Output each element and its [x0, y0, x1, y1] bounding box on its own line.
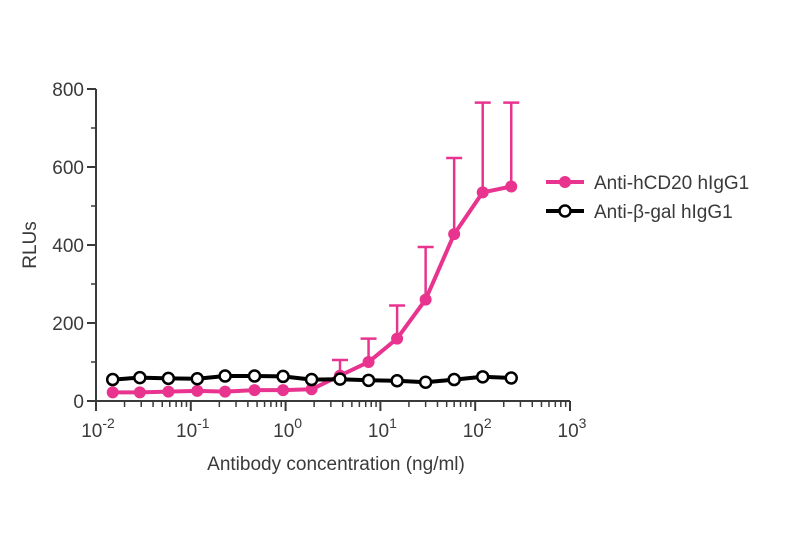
series-line — [112, 184, 512, 395]
y-tick-label: 200 — [52, 314, 84, 335]
legend-item: Anti-hCD20 hIgG1 — [546, 173, 749, 194]
data-point — [476, 186, 489, 199]
data-point — [419, 293, 432, 306]
x-ticks: 10-2 10-1 100 101 102 103 — [81, 401, 587, 442]
legend-item: Anti-β-gal hIgG1 — [546, 202, 733, 223]
data-point — [333, 372, 347, 386]
y-axis-title: RLUs — [20, 221, 41, 269]
data-point — [304, 372, 319, 387]
x-axis-title: Antibody concentration (ng/ml) — [207, 454, 465, 475]
x-tick-label: 100 — [273, 415, 302, 442]
data-point — [161, 371, 176, 386]
data-point — [418, 375, 433, 390]
data-point — [504, 371, 518, 385]
legend-label: Anti-hCD20 hIgG1 — [594, 173, 749, 194]
x-tick-label: 101 — [368, 415, 397, 442]
data-point — [247, 369, 262, 383]
data-point — [133, 386, 146, 399]
data-point — [106, 386, 119, 399]
data-point — [447, 372, 461, 387]
y-tick-label: 400 — [52, 236, 84, 257]
data-point — [505, 180, 518, 193]
data-point — [362, 356, 375, 368]
series-1 — [106, 101, 520, 399]
data-point — [248, 384, 261, 397]
data-point — [475, 370, 490, 384]
data-point — [191, 384, 204, 397]
y-tick-label: 600 — [52, 158, 84, 179]
data-point — [390, 373, 404, 388]
x-tick-label: 10-2 — [81, 415, 115, 442]
axes — [95, 89, 570, 402]
data-point — [448, 228, 461, 241]
data-point — [218, 369, 232, 383]
legend-label: Anti-β-gal hIgG1 — [594, 202, 733, 223]
data-point — [277, 384, 290, 397]
legend: Anti-hCD20 hIgG1 Anti-β-gal hIgG1 — [546, 173, 749, 223]
x-tick-label: 103 — [558, 415, 587, 442]
legend-marker — [559, 176, 571, 188]
data-point — [162, 385, 175, 398]
data-point — [105, 372, 120, 387]
series-2 — [105, 369, 518, 390]
plot-area — [105, 101, 520, 399]
data-point — [361, 373, 376, 388]
data-point — [190, 372, 205, 386]
data-point — [219, 385, 232, 398]
y-ticks: 0 200 400 600 800 — [52, 80, 96, 413]
data-point — [133, 370, 147, 385]
data-point — [391, 332, 404, 345]
x-tick-label: 10-1 — [176, 415, 210, 442]
y-tick-label: 0 — [73, 392, 84, 413]
data-point — [276, 369, 290, 384]
x-tick-label: 102 — [463, 415, 492, 442]
y-tick-label: 800 — [52, 80, 84, 101]
legend-marker — [558, 204, 572, 218]
